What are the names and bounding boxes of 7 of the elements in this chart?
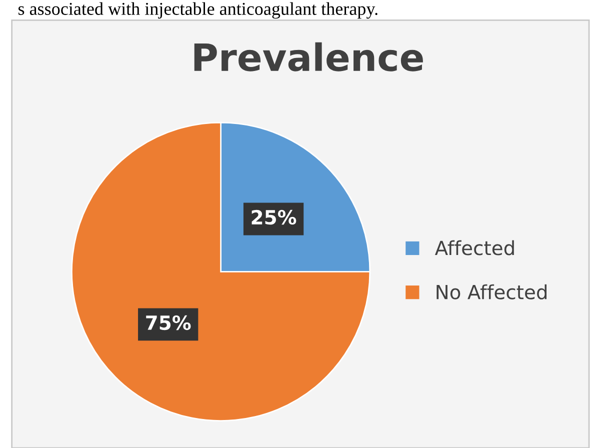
text: s associated with injectable anticoagulant therapy. [18,2,378,19]
pie-slice [71,122,371,422]
data-label: 75% [146,315,191,330]
chart-title: Prevalence [194,42,423,72]
legend-label: Affected [434,240,514,256]
legend-label: No Affected [436,284,547,300]
data-label: 25% [252,210,296,225]
